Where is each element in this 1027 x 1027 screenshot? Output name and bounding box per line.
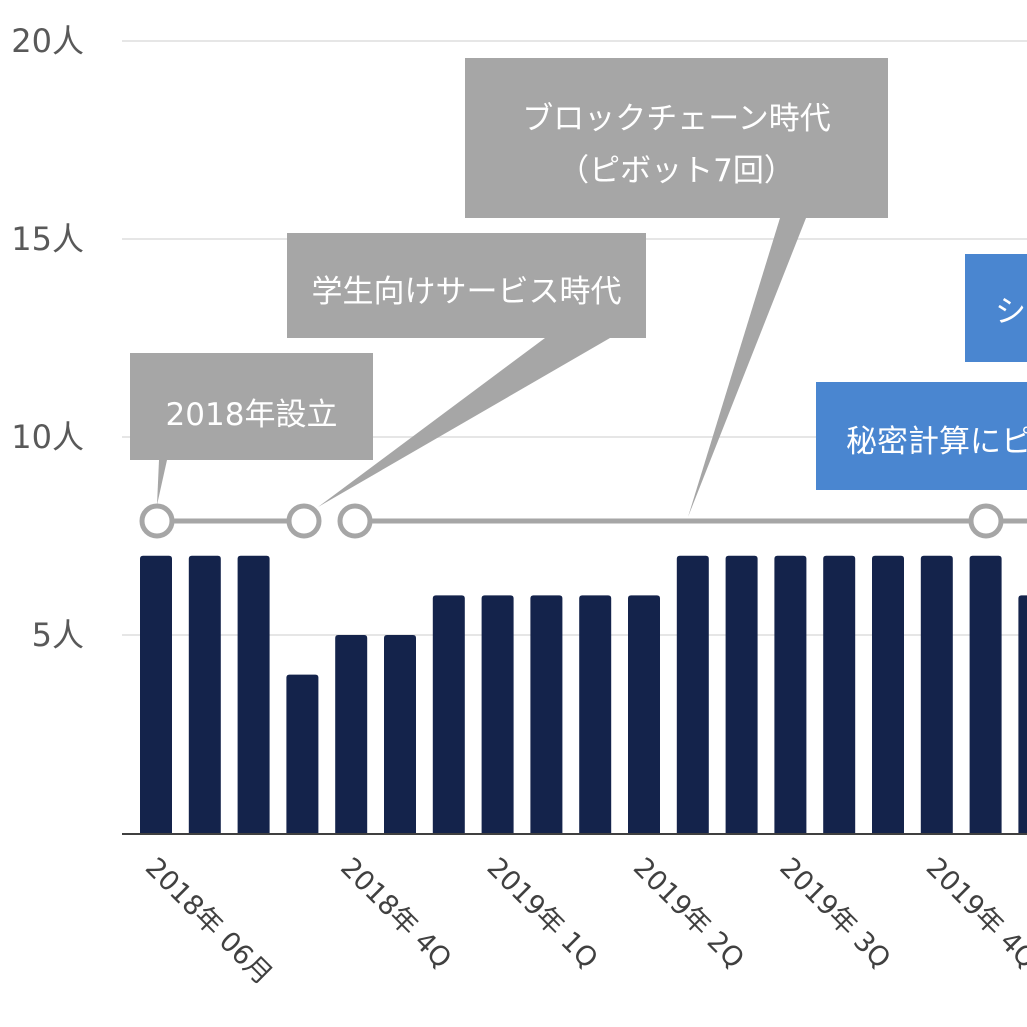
era-timeline <box>139 503 1027 539</box>
y-tick-label: 5人 <box>32 616 84 654</box>
y-axis-ticks: 5人 10人 15人 20人 <box>11 22 84 654</box>
x-axis-ticks: 2018年 06月 2018年 4Q 2019年 1Q 2019年 2Q 2019年 3… <box>139 852 1027 991</box>
era-callout: 秘密計算にピ <box>816 382 1027 490</box>
x-tick-label: 2019年 1Q <box>481 852 604 975</box>
callout-box <box>287 233 646 338</box>
x-tick-label: 2019年 4Q <box>920 852 1027 975</box>
bar <box>969 555 1002 833</box>
callout-label: シ <box>995 294 1026 330</box>
era-marker <box>968 503 1004 539</box>
callout-pointer <box>157 460 167 505</box>
bar <box>774 555 807 833</box>
callout-label: 秘密計算にピ <box>846 424 1027 460</box>
y-tick-label: 15人 <box>11 220 84 258</box>
callout-label: 学生向けサービス時代 <box>312 274 622 310</box>
x-tick-label: 2019年 3Q <box>773 852 896 975</box>
era-callout: シ <box>965 254 1027 362</box>
bar <box>432 595 465 833</box>
bar <box>823 555 856 833</box>
bar <box>676 555 709 833</box>
y-tick-label: 10人 <box>11 418 84 456</box>
bar <box>384 635 416 833</box>
bar <box>725 555 758 833</box>
era-callout: 2018年設立 <box>130 353 373 505</box>
bar <box>1018 595 1027 833</box>
era-marker <box>286 503 322 539</box>
bar <box>579 595 612 833</box>
bar <box>335 635 368 833</box>
era-callout: ブロックチェーン時代 （ピボット7回） <box>465 58 888 517</box>
callout-box <box>965 254 1027 362</box>
bar <box>237 555 270 833</box>
bar <box>628 595 660 833</box>
bar <box>188 555 221 833</box>
callout-box <box>816 382 1027 490</box>
callout-label: （ピボット7回） <box>558 153 795 189</box>
x-tick-label: 2019年 2Q <box>627 852 750 975</box>
callout-box <box>130 353 373 460</box>
callout-label: 2018年設立 <box>166 397 338 433</box>
bars <box>140 555 1027 833</box>
bar <box>481 595 514 833</box>
callout-box <box>465 58 888 218</box>
callout-pointer <box>688 218 806 517</box>
era-marker <box>337 503 373 539</box>
era-marker <box>139 503 175 539</box>
callout-label: ブロックチェーン時代 <box>522 101 830 137</box>
bar <box>286 674 319 833</box>
bar <box>920 555 953 833</box>
bar <box>530 595 563 833</box>
y-tick-label: 20人 <box>11 22 84 60</box>
x-tick-label: 2018年 06月 <box>139 852 278 991</box>
bar <box>140 555 172 833</box>
callout-pointer <box>318 338 610 507</box>
bar <box>872 555 904 833</box>
era-callout: 学生向けサービス時代 <box>287 233 646 507</box>
x-tick-label: 2018年 4Q <box>334 852 457 975</box>
era-callouts: 2018年設立 学生向けサービス時代 ブロックチェーン時代 （ピボット7回） 秘密計算に… <box>130 58 1027 517</box>
